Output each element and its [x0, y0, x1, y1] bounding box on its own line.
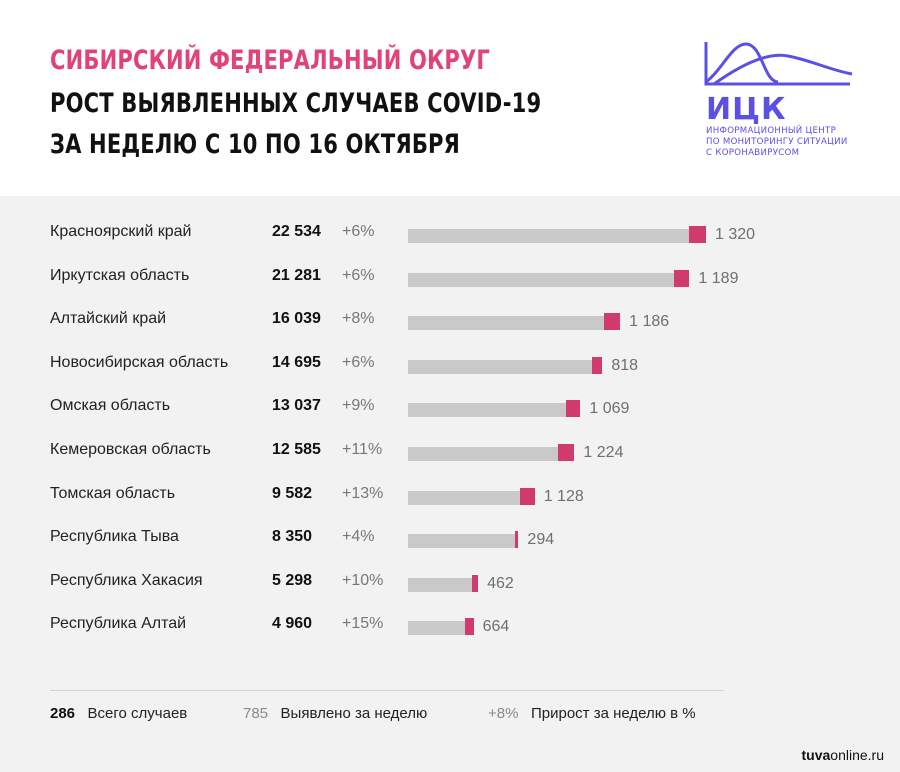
- growth-label: +13%: [342, 484, 384, 502]
- growth-label: +4%: [342, 528, 375, 546]
- legend-growth: +8% Прирост за неделю в %: [488, 705, 696, 722]
- chart-row: Новосибирская область 14 695 +6% 818: [0, 350, 900, 380]
- bar-total: [408, 534, 515, 549]
- weekly-value-label: 1 320: [715, 226, 756, 243]
- total-value-label: 22 534: [272, 223, 321, 240]
- chart-row: Красноярский край 22 534 +6% 1 320: [0, 219, 900, 249]
- region-title: Сибирский федеральный округ: [50, 45, 490, 76]
- chart-panel: [0, 196, 900, 772]
- bar-total: [408, 316, 605, 331]
- weekly-value-label: 462: [487, 574, 514, 592]
- bar-weekly: [471, 574, 479, 592]
- growth-label: +11%: [342, 441, 383, 458]
- chart-row: Омская область 13 037 +9% 1 069: [0, 393, 900, 423]
- source-credit[interactable]: tuvaonline.ru: [802, 747, 885, 763]
- chart-row: Республика Алтай 4 960 +15% 664: [0, 611, 900, 641]
- total-value-label: 8 350: [272, 528, 313, 546]
- bar-total: [408, 272, 674, 287]
- chart-row: Иркутская область 21 281 +6% 1 189: [0, 263, 900, 293]
- bar-weekly: [519, 487, 535, 505]
- category-label: Республика Тыва: [50, 528, 179, 546]
- chart-row: Алтайский край 16 039 +8% 1 186: [0, 306, 900, 336]
- category-label: Республика Хакасия: [50, 571, 203, 589]
- bar-total: [408, 490, 520, 505]
- header: Сибирский федеральный округ Рост выявлен…: [0, 0, 900, 196]
- weekly-value-label: 1 128: [543, 487, 584, 505]
- bar-weekly: [688, 226, 706, 243]
- legend-total-sample: 286: [50, 705, 76, 722]
- bar-weekly: [604, 313, 621, 331]
- growth-label: +8%: [342, 310, 375, 328]
- bar-total: [408, 403, 567, 418]
- bar-weekly: [464, 618, 474, 636]
- growth-label: +6%: [342, 266, 375, 284]
- category-label: Кемеровская область: [50, 441, 211, 458]
- chart-row: Томская область 9 582 +13% 1 128: [0, 481, 900, 511]
- legend-weekly-label: Выявлено за неделю: [280, 705, 428, 722]
- source-suffix: online.ru: [830, 747, 884, 763]
- bar-total: [408, 229, 689, 243]
- logo: ИЦК Информационный центр по мониторингу …: [702, 40, 862, 180]
- bar-weekly: [514, 531, 519, 549]
- growth-label: +6%: [342, 353, 375, 371]
- logo-subtitle-line: по мониторингу ситуации: [706, 137, 848, 147]
- legend-growth-sample: +8%: [488, 705, 519, 722]
- legend-total: 286 Всего случаев: [50, 705, 187, 722]
- category-label: Томская область: [50, 484, 176, 502]
- total-value-label: 16 039: [272, 310, 321, 328]
- legend-divider: [50, 690, 724, 691]
- category-label: Омская область: [50, 397, 171, 415]
- bar-total: [408, 359, 592, 374]
- growth-label: +10%: [342, 571, 384, 589]
- source-prefix: tuva: [801, 747, 831, 763]
- bar-weekly: [673, 269, 690, 287]
- total-value-label: 5 298: [272, 571, 313, 589]
- chart-title: Рост выявленных случаев COVID-19: [50, 88, 542, 119]
- weekly-value-label: 1 189: [698, 269, 739, 287]
- chart-row: Республика Хакасия 5 298 +10% 462: [0, 568, 900, 598]
- weekly-value-label: 1 224: [583, 444, 624, 461]
- logo-subtitle-line: Информационный центр: [706, 126, 837, 136]
- weekly-value-label: 664: [482, 618, 510, 636]
- growth-label: +6%: [342, 223, 375, 240]
- logo-name: ИЦК: [706, 92, 787, 127]
- bar-weekly: [566, 400, 581, 418]
- bar-total: [408, 447, 559, 461]
- weekly-value-label: 1 186: [629, 313, 670, 331]
- category-label: Алтайский край: [50, 310, 167, 328]
- growth-label: +9%: [342, 397, 375, 415]
- legend-weekly-sample: 785: [243, 705, 269, 722]
- category-label: Новосибирская область: [50, 353, 229, 371]
- category-label: Иркутская область: [50, 266, 190, 284]
- total-value-label: 12 585: [272, 441, 321, 458]
- total-value-label: 13 037: [272, 397, 321, 415]
- bar-weekly: [558, 444, 575, 461]
- total-value-label: 21 281: [272, 266, 321, 284]
- weekly-value-label: 818: [611, 356, 639, 374]
- total-value-label: 14 695: [272, 353, 321, 371]
- chart-row: Республика Тыва 8 350 +4% 294: [0, 524, 900, 554]
- weekly-value-label: 1 069: [589, 400, 630, 418]
- total-value-label: 9 582: [272, 484, 313, 502]
- bar-total: [408, 577, 472, 592]
- total-value-label: 4 960: [272, 615, 313, 633]
- legend-growth-label: Прирост за неделю в %: [530, 705, 696, 722]
- bar-weekly: [591, 356, 603, 374]
- category-label: Красноярский край: [50, 223, 192, 240]
- bar-total: [408, 621, 465, 636]
- chart-row: Кемеровская область 12 585 +11% 1 224: [0, 437, 900, 467]
- logo-subtitle-line: с коронавирусом: [706, 148, 800, 158]
- chart-subtitle: за неделю с 10 по 16 октября: [50, 129, 460, 160]
- legend-total-label: Всего случаев: [87, 705, 188, 722]
- logo-subtitle: Информационный центр по мониторингу ситу…: [706, 126, 866, 159]
- growth-label: +15%: [342, 615, 384, 633]
- category-label: Республика Алтай: [50, 615, 187, 633]
- legend-weekly: 785 Выявлено за неделю: [243, 705, 427, 722]
- weekly-value-label: 294: [527, 531, 555, 549]
- logo-wave-icon: [704, 42, 853, 86]
